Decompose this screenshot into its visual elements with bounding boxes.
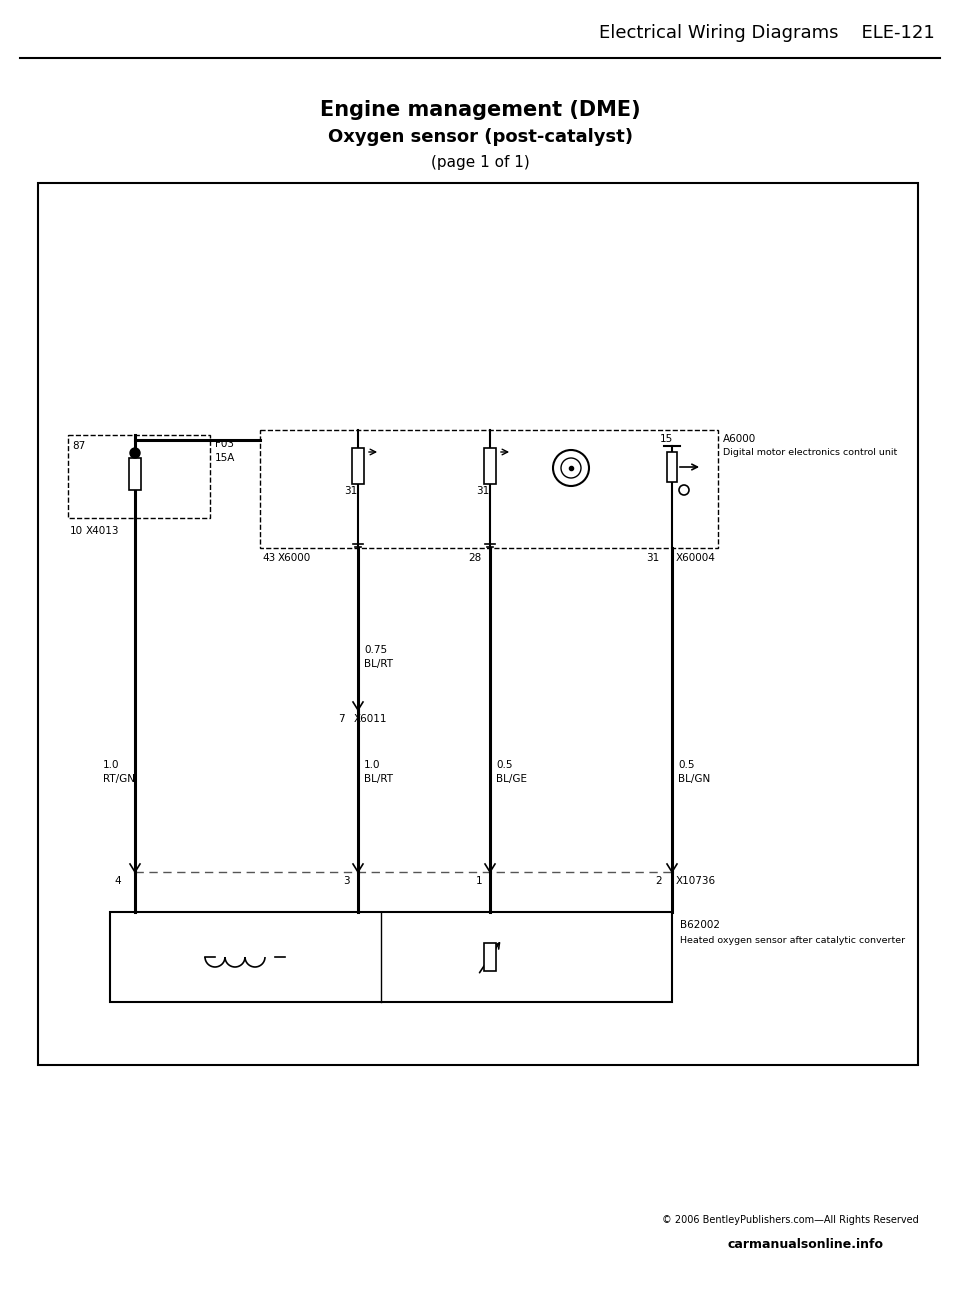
- Text: 15A: 15A: [215, 453, 235, 463]
- Circle shape: [130, 447, 140, 458]
- Bar: [38, 184, 918, 1065]
- Text: 28: 28: [468, 553, 481, 562]
- Text: RT/GN: RT/GN: [103, 775, 135, 784]
- Text: A6000: A6000: [723, 434, 756, 443]
- Text: 43: 43: [262, 553, 276, 562]
- Text: X6011: X6011: [354, 714, 388, 724]
- Text: 10: 10: [70, 526, 84, 537]
- Text: BL/GE: BL/GE: [496, 775, 527, 784]
- Text: 31: 31: [646, 553, 660, 562]
- Text: Heated oxygen sensor after catalytic converter: Heated oxygen sensor after catalytic con…: [680, 936, 905, 945]
- Text: BL/RT: BL/RT: [364, 659, 393, 668]
- Text: 0.75: 0.75: [364, 645, 387, 656]
- Bar: [484, 447, 496, 484]
- Text: X4013: X4013: [86, 526, 119, 537]
- Text: 2: 2: [656, 875, 662, 886]
- Text: B62002: B62002: [680, 921, 720, 930]
- Bar: [110, 912, 672, 1002]
- Text: 0.5: 0.5: [496, 760, 513, 771]
- Text: X60004: X60004: [676, 553, 716, 562]
- Text: X10736: X10736: [676, 875, 716, 886]
- Text: 1: 1: [475, 875, 482, 886]
- Bar: [484, 943, 496, 971]
- Text: 87: 87: [72, 441, 85, 451]
- Text: Engine management (DME): Engine management (DME): [320, 100, 640, 120]
- Text: 0.5: 0.5: [678, 760, 694, 771]
- Bar: [68, 434, 210, 518]
- Text: 31: 31: [344, 486, 357, 497]
- Text: (page 1 of 1): (page 1 of 1): [431, 155, 529, 169]
- Text: Oxygen sensor (post-catalyst): Oxygen sensor (post-catalyst): [327, 128, 633, 146]
- Text: 7: 7: [338, 714, 345, 724]
- Bar: [260, 431, 718, 548]
- Text: © 2006 BentleyPublishers.com—All Rights Reserved: © 2006 BentleyPublishers.com—All Rights …: [661, 1215, 919, 1224]
- Text: Digital motor electronics control unit: Digital motor electronics control unit: [723, 447, 898, 456]
- Text: carmanualsonline.info: carmanualsonline.info: [727, 1237, 883, 1252]
- Bar: [352, 447, 364, 484]
- Text: BL/RT: BL/RT: [364, 775, 393, 784]
- Text: BL/GN: BL/GN: [678, 775, 710, 784]
- Text: 1.0: 1.0: [103, 760, 119, 771]
- Bar: [667, 453, 677, 482]
- Text: F03: F03: [215, 440, 234, 449]
- Text: 3: 3: [344, 875, 350, 886]
- Text: 15: 15: [660, 434, 673, 443]
- Text: 31: 31: [476, 486, 490, 497]
- Text: X6000: X6000: [278, 553, 311, 562]
- Text: 1.0: 1.0: [364, 760, 380, 771]
- Text: 4: 4: [114, 875, 121, 886]
- Bar: [129, 458, 141, 490]
- Text: Electrical Wiring Diagrams    ELE-121: Electrical Wiring Diagrams ELE-121: [599, 25, 935, 41]
